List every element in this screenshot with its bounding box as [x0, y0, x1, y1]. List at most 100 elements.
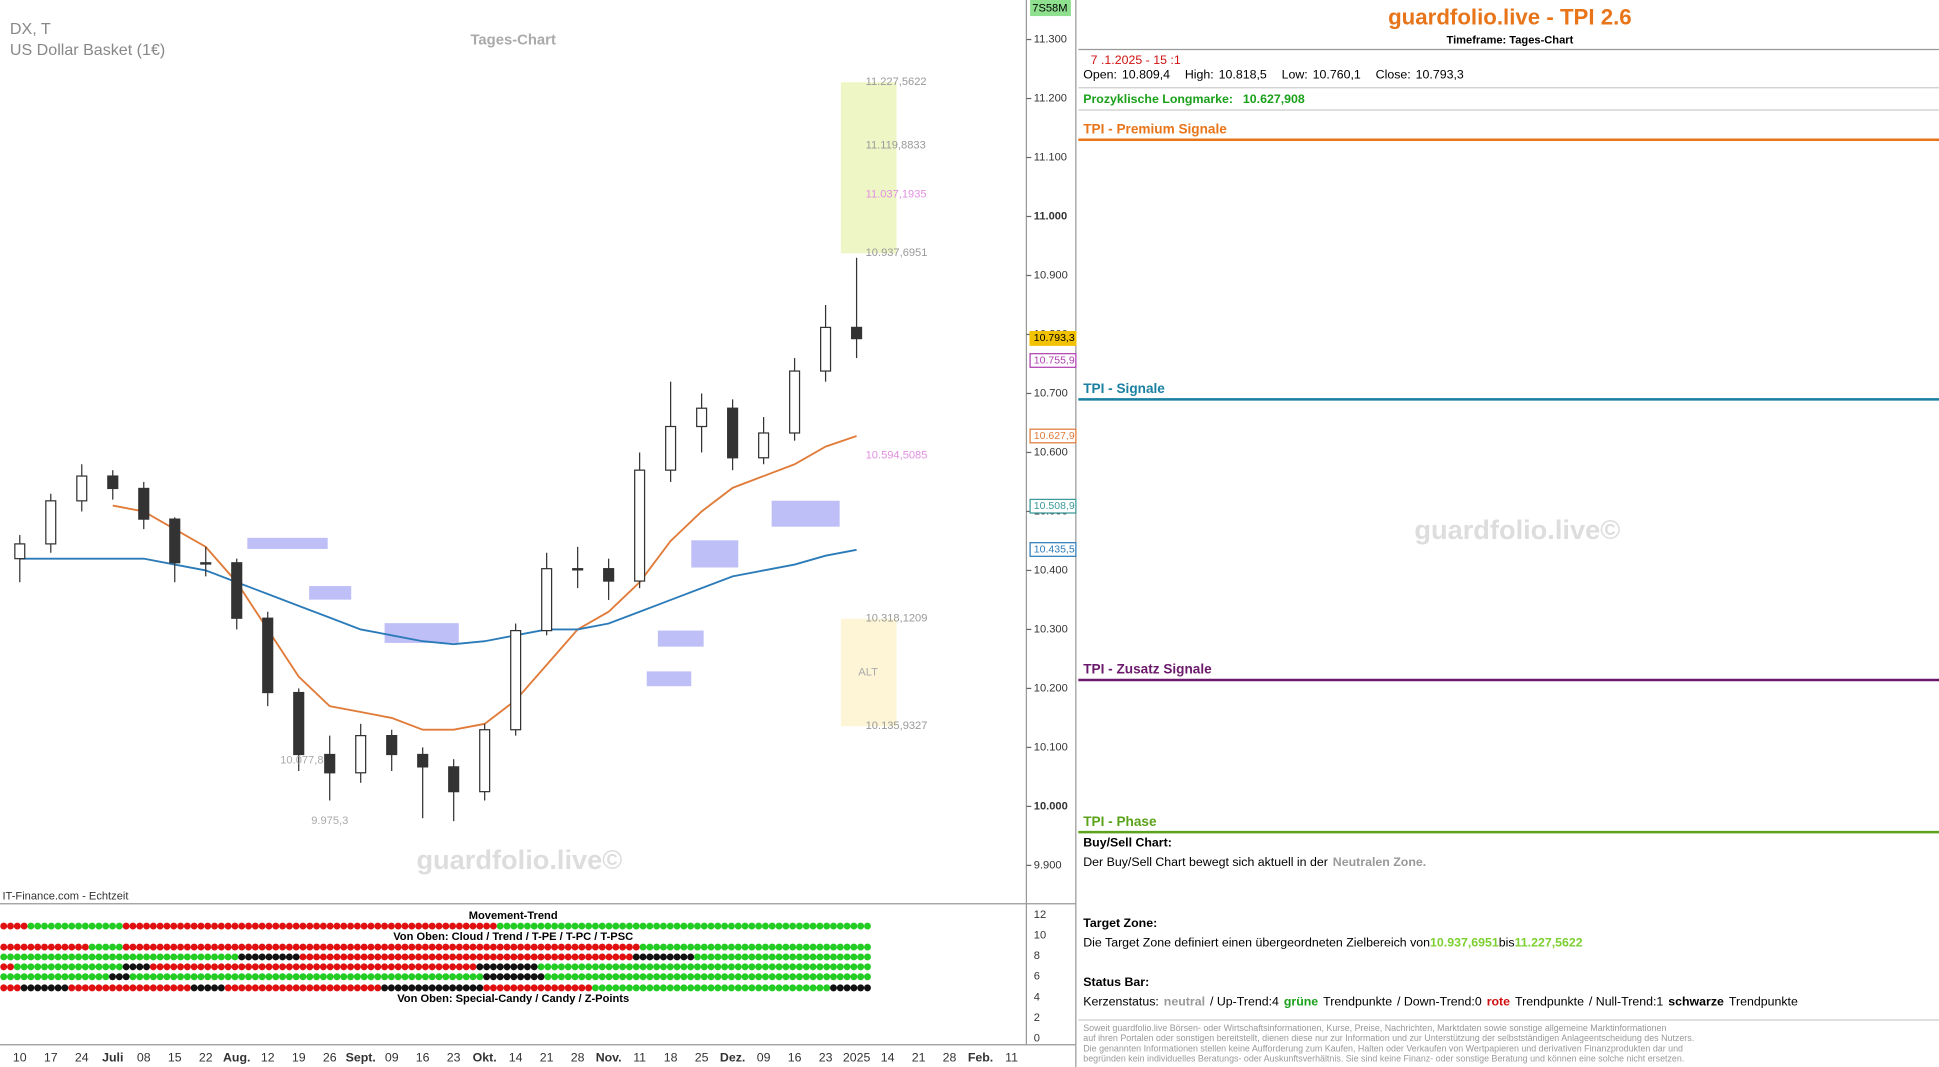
trend-dot: [734, 922, 742, 930]
indicator-tick-label: 6: [1034, 971, 1040, 983]
trend-dot: [340, 943, 348, 951]
level-label: 10.318,1209: [866, 613, 928, 625]
ohlc-line: Open: 10.809,4 High: 10.818,5 Low: 10.760,1 Cl…: [1083, 68, 1464, 82]
level-label: 11.119,8833: [866, 140, 926, 152]
trend-dot: [41, 963, 48, 971]
candle-body: [45, 500, 57, 545]
trend-dot: [54, 953, 62, 961]
trend-dot: [775, 984, 783, 992]
trend-dot: [299, 963, 307, 971]
trend-dot: [659, 943, 667, 951]
candle-body: [262, 617, 274, 694]
trend-dot: [523, 973, 531, 981]
trend-dot: [129, 973, 137, 981]
section-title: TPI - Signale: [1083, 381, 1165, 396]
trend-dot: [619, 963, 627, 971]
trend-dot: [721, 984, 729, 992]
trend-dot: [428, 922, 436, 930]
trend-dot: [435, 984, 443, 992]
trend-dot: [591, 943, 599, 951]
trend-dot: [510, 922, 518, 930]
trend-dot: [435, 922, 443, 930]
x-tick-label: 22: [199, 1051, 213, 1065]
watermark: guardfolio.live©: [416, 844, 622, 875]
signal-box: [691, 540, 739, 568]
trend-dot: [347, 984, 355, 992]
trend-dot: [707, 963, 715, 971]
trend-dot: [830, 963, 837, 971]
trend-dot: [517, 953, 525, 961]
trend-dot: [591, 963, 599, 971]
trend-dot: [238, 922, 246, 930]
trend-dot: [374, 922, 382, 930]
trend-dot: [864, 922, 871, 930]
trend-dot: [802, 984, 810, 992]
trend-dot: [347, 963, 355, 971]
trend-dot: [843, 963, 851, 971]
trend-dot: [367, 922, 375, 930]
trend-dot: [224, 973, 232, 981]
trend-dot: [156, 963, 164, 971]
trend-dot: [27, 973, 35, 981]
trend-dot: [714, 963, 722, 971]
disclaimer: begründen kein individuelles Beratungs- …: [1083, 1053, 1684, 1063]
trend-dot: [503, 963, 511, 971]
trend-dot: [204, 953, 212, 961]
trend-dot: [0, 943, 8, 951]
trend-dot: [619, 943, 627, 951]
trend-dot: [850, 963, 858, 971]
trend-dot: [809, 922, 817, 930]
trend-dot: [421, 922, 429, 930]
trend-dot: [136, 943, 144, 951]
trend-dot: [415, 922, 423, 930]
trend-dot: [483, 953, 491, 961]
trend-dot: [707, 922, 715, 930]
trend-dot: [197, 953, 205, 961]
trend-dot: [693, 953, 701, 961]
trend-dot: [455, 943, 463, 951]
trend-dot: [347, 953, 355, 961]
trend-dot: [190, 943, 198, 951]
trend-dot: [231, 963, 239, 971]
trend-dot: [238, 963, 246, 971]
trend-dot: [88, 953, 96, 961]
trend-dot: [415, 943, 423, 951]
trend-dot: [591, 953, 599, 961]
trend-dot: [319, 922, 327, 930]
trend-dot: [20, 984, 28, 992]
trend-dot: [292, 973, 300, 981]
trend-dot: [830, 943, 837, 951]
trend-dot: [313, 922, 321, 930]
trend-dot: [557, 953, 565, 961]
candle-body: [665, 425, 677, 471]
trend-dot: [714, 922, 722, 930]
trend-dot: [7, 963, 14, 971]
trend-dot: [285, 943, 293, 951]
trend-dot: [843, 973, 851, 981]
trend-dot: [211, 943, 219, 951]
trend-dot: [61, 953, 69, 961]
trend-dot: [408, 943, 416, 951]
trend-dot: [306, 963, 314, 971]
trend-dot: [190, 953, 198, 961]
trend-dot: [693, 963, 701, 971]
trend-dot: [544, 943, 552, 951]
trend-dot: [666, 943, 674, 951]
trend-dot: [496, 922, 504, 930]
trend-dot: [462, 943, 470, 951]
trend-dot: [47, 953, 55, 961]
trend-dot: [483, 963, 491, 971]
trend-dot: [149, 984, 157, 992]
trend-dot: [625, 922, 633, 930]
trend-dot: [54, 984, 62, 992]
trend-dot: [163, 973, 171, 981]
trend-dot: [143, 984, 151, 992]
trend-dot: [238, 953, 246, 961]
trend-dot: [687, 963, 695, 971]
trend-dot: [224, 953, 232, 961]
trend-dot: [115, 984, 123, 992]
trend-dot: [612, 984, 620, 992]
trend-dot: [680, 984, 688, 992]
trend-dot: [530, 943, 538, 951]
x-tick-label: 2025: [843, 1051, 871, 1065]
